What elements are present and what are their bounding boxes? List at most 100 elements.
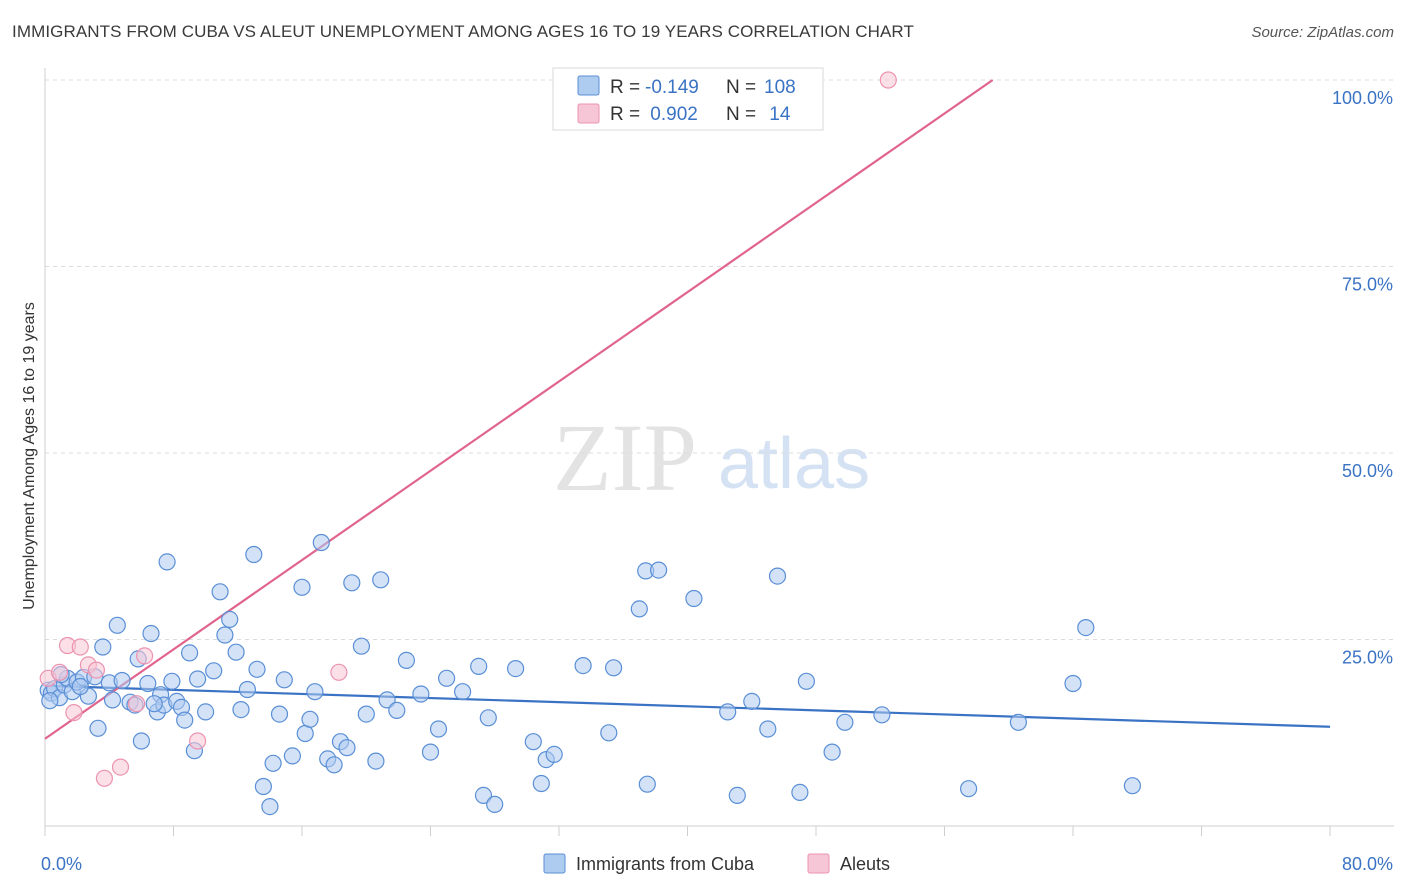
point-cuba xyxy=(301,710,319,728)
point-aleuts xyxy=(71,638,89,656)
trend-line-cuba xyxy=(44,684,1331,728)
point-aleuts xyxy=(136,647,154,665)
point-cuba xyxy=(630,600,648,618)
point-cuba xyxy=(197,703,215,721)
trend-line-aleuts xyxy=(44,79,994,740)
point-aleuts xyxy=(128,695,146,713)
legend: R = -0.149 N = 108 R = 0.902 N = 14 xyxy=(552,67,824,131)
point-cuba xyxy=(378,691,396,709)
point-cuba xyxy=(506,659,525,678)
point-cuba xyxy=(545,745,563,764)
point-cuba xyxy=(254,777,272,796)
point-cuba xyxy=(261,797,279,816)
point-cuba xyxy=(797,672,816,690)
legend-r-value-cuba: -0.149 xyxy=(645,77,699,98)
source-attribution: Source: ZipAtlas.com xyxy=(1251,24,1394,41)
legend-n-value-cuba: 108 xyxy=(764,77,796,98)
point-aleuts xyxy=(879,71,897,89)
legend-r-value-aleuts: 0.902 xyxy=(645,104,698,125)
point-cuba xyxy=(181,644,199,662)
y-tick-label: 75.0% xyxy=(1342,275,1393,295)
point-cuba xyxy=(221,610,239,629)
point-cuba xyxy=(248,660,266,678)
point-cuba xyxy=(372,571,390,589)
point-cuba xyxy=(638,775,656,793)
point-cuba xyxy=(139,674,157,693)
point-aleuts xyxy=(95,769,114,787)
y-tick-label: 25.0% xyxy=(1342,648,1393,668)
point-cuba xyxy=(94,638,112,656)
point-cuba xyxy=(532,774,550,793)
chart-title: IMMIGRANTS FROM CUBA VS ALEUT UNEMPLOYME… xyxy=(12,22,914,41)
legend-swatch-aleuts xyxy=(577,103,600,124)
point-cuba xyxy=(486,795,504,814)
y-tick-label: 100.0% xyxy=(1332,88,1393,108)
point-cuba xyxy=(108,616,126,634)
point-cuba xyxy=(574,656,592,675)
data-points xyxy=(39,71,1142,816)
point-cuba xyxy=(245,545,263,564)
point-cuba xyxy=(397,651,415,670)
legend-n-label-cuba: N = xyxy=(726,77,756,98)
bottom-legend-label-cuba: Immigrants from Cuba xyxy=(576,854,755,874)
point-cuba xyxy=(367,752,385,770)
point-cuba xyxy=(205,662,223,680)
point-cuba xyxy=(479,709,497,727)
point-aleuts xyxy=(189,732,207,750)
point-cuba xyxy=(470,657,488,676)
point-cuba xyxy=(264,754,282,772)
point-cuba xyxy=(412,685,430,703)
point-cuba xyxy=(293,578,311,596)
point-cuba xyxy=(873,706,891,724)
trend-lines xyxy=(44,79,1331,740)
watermark-zip: ZIP xyxy=(553,404,697,511)
point-cuba xyxy=(649,561,668,579)
point-cuba xyxy=(158,553,176,571)
point-cuba xyxy=(338,739,356,757)
point-cuba xyxy=(1123,777,1142,795)
point-cuba xyxy=(216,626,234,644)
legend-n-label-aleuts: N = xyxy=(726,104,756,125)
point-aleuts xyxy=(50,663,69,681)
tick-labels: 100.0% 75.0% 50.0% 25.0% 0.0% 80.0% xyxy=(41,88,1393,874)
legend-r-label-cuba: R = xyxy=(610,77,640,98)
point-cuba xyxy=(343,574,361,592)
point-cuba xyxy=(600,724,618,742)
point-cuba xyxy=(1077,618,1095,637)
point-cuba xyxy=(524,733,542,751)
point-cuba xyxy=(474,786,493,805)
watermark: ZIP atlas xyxy=(553,404,870,511)
point-cuba xyxy=(211,583,229,601)
point-cuba xyxy=(429,720,448,738)
point-cuba xyxy=(719,703,737,721)
x-tick-label: 80.0% xyxy=(1342,854,1393,874)
point-cuba xyxy=(352,637,370,655)
point-cuba xyxy=(388,701,406,720)
point-cuba xyxy=(454,683,472,701)
point-aleuts xyxy=(87,661,106,679)
point-cuba xyxy=(163,672,181,690)
point-cuba xyxy=(959,780,978,798)
bottom-legend: Immigrants from Cuba Aleuts xyxy=(543,853,890,874)
point-cuba xyxy=(142,624,160,643)
point-cuba xyxy=(89,719,107,737)
y-tick-label: 50.0% xyxy=(1342,461,1393,481)
point-cuba xyxy=(312,533,330,552)
point-cuba xyxy=(743,692,761,711)
point-cuba xyxy=(132,732,150,750)
point-aleuts xyxy=(111,758,130,776)
point-cuba xyxy=(357,705,375,723)
legend-swatch-cuba xyxy=(577,75,600,96)
point-cuba xyxy=(283,747,301,765)
point-cuba xyxy=(176,711,194,729)
bottom-legend-label-aleuts: Aleuts xyxy=(840,854,890,874)
point-cuba xyxy=(232,700,250,719)
point-cuba xyxy=(189,670,207,688)
x-tick-label: 0.0% xyxy=(41,854,82,874)
point-cuba xyxy=(768,567,787,585)
point-cuba xyxy=(270,705,289,723)
point-cuba xyxy=(836,713,854,731)
point-cuba xyxy=(604,659,623,677)
point-cuba xyxy=(238,680,256,699)
